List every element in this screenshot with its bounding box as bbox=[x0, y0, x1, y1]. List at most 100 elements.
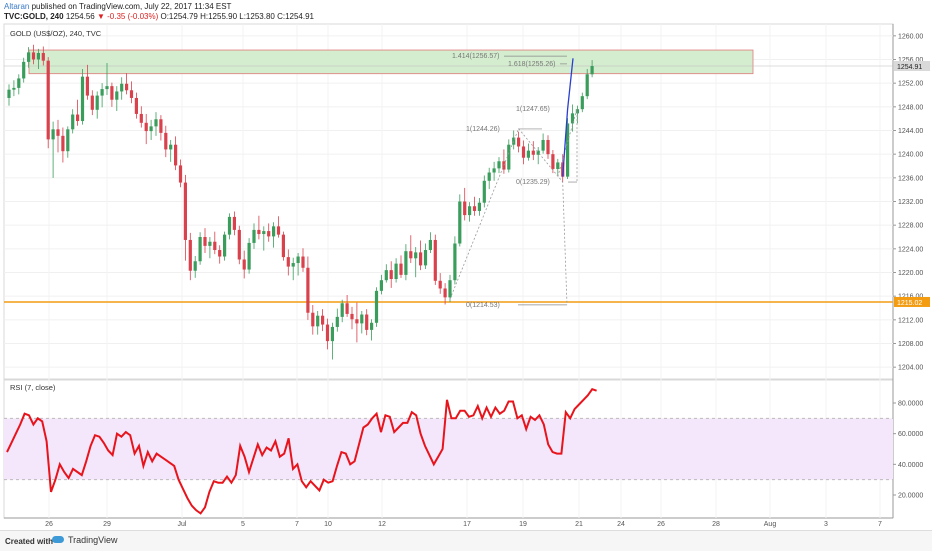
tradingview-brand[interactable]: TradingView bbox=[68, 535, 118, 545]
candle-body bbox=[61, 135, 65, 152]
price-chart[interactable]: 1204.001208.001212.001216.001220.001224.… bbox=[0, 0, 932, 530]
candle-body bbox=[453, 243, 457, 281]
time-tick-label: Aug bbox=[764, 521, 777, 528]
candle-body bbox=[272, 226, 276, 237]
author-link[interactable]: Altaran bbox=[4, 2, 30, 11]
candle-body bbox=[281, 234, 285, 258]
candle-body bbox=[536, 150, 540, 155]
candle-body bbox=[46, 60, 50, 140]
candle-body bbox=[12, 87, 16, 90]
price-tick-label: 1256.00 bbox=[898, 57, 923, 64]
candle-body bbox=[566, 123, 570, 177]
candle-body bbox=[252, 229, 256, 243]
candle-body bbox=[487, 172, 491, 181]
candle-body bbox=[213, 241, 217, 251]
candle-body bbox=[350, 313, 354, 320]
time-tick-label: 7 bbox=[878, 521, 882, 528]
candle-body bbox=[526, 150, 530, 158]
candle-body bbox=[232, 216, 236, 230]
candle-body bbox=[580, 96, 584, 110]
rsi-tick-label: 20.0000 bbox=[898, 493, 923, 500]
candle-body bbox=[316, 315, 320, 327]
time-tick-label: 24 bbox=[617, 521, 625, 528]
candle-body bbox=[125, 83, 129, 91]
rsi-line bbox=[6, 388, 597, 515]
support-level-label-bg bbox=[894, 296, 930, 307]
candle-body bbox=[551, 154, 555, 169]
time-tick-label: 12 bbox=[378, 521, 386, 528]
candle-body bbox=[115, 91, 119, 100]
candle-body bbox=[41, 52, 45, 61]
price-tick-label: 1204.00 bbox=[898, 365, 923, 372]
candle-body bbox=[7, 89, 11, 98]
candle-body bbox=[27, 52, 31, 62]
candle-body bbox=[463, 201, 467, 216]
candle-body bbox=[306, 267, 310, 313]
last-price-label-bg bbox=[894, 61, 930, 72]
candle-body bbox=[193, 261, 197, 271]
candle-body bbox=[472, 206, 477, 211]
fib-level-label: 1(1247.65) bbox=[516, 106, 550, 113]
candle-body bbox=[365, 314, 369, 330]
time-tick-label: 10 bbox=[324, 521, 332, 528]
time-tick-label: 26 bbox=[45, 521, 53, 528]
candle-body bbox=[512, 137, 516, 145]
price-tick-label: 1260.00 bbox=[898, 33, 923, 40]
candle-body bbox=[129, 90, 134, 98]
candle-body bbox=[105, 86, 109, 90]
price-tick-label: 1236.00 bbox=[898, 175, 923, 182]
fib-level-label: 1.414(1256.57) bbox=[452, 53, 499, 60]
candle-body bbox=[330, 326, 334, 342]
candle-body bbox=[76, 114, 80, 122]
time-tick-label: 5 bbox=[241, 521, 245, 528]
candle-body bbox=[497, 161, 501, 169]
candle-body bbox=[458, 201, 462, 244]
candle-body bbox=[164, 132, 168, 150]
candle-body bbox=[477, 202, 481, 211]
time-tick-label: 19 bbox=[519, 521, 527, 528]
candle-body bbox=[443, 288, 447, 298]
candle-body bbox=[276, 226, 281, 235]
resistance-zone bbox=[28, 49, 754, 75]
last-price-text: 1254.56 bbox=[65, 12, 95, 21]
candle-body bbox=[90, 95, 94, 110]
tradingview-logo-icon bbox=[52, 536, 64, 543]
price-pane-title: GOLD (US$/OZ), 240, TVC bbox=[10, 29, 102, 38]
footer-bar: Created with TradingView bbox=[0, 530, 932, 551]
candle-body bbox=[507, 144, 511, 170]
candle-body bbox=[585, 74, 589, 97]
candle-body bbox=[262, 231, 266, 235]
candle-body bbox=[183, 182, 187, 240]
candle-body bbox=[51, 129, 55, 140]
candle-body bbox=[159, 119, 163, 133]
published-text: published on TradingView.com, July 22, 2… bbox=[31, 2, 232, 11]
candle-body bbox=[428, 239, 432, 251]
price-tick-label: 1248.00 bbox=[898, 104, 923, 111]
candle-body bbox=[174, 144, 178, 166]
fib-level-label: 0(1214.53) bbox=[466, 302, 500, 309]
candle-body bbox=[100, 89, 104, 96]
candle-body bbox=[335, 316, 339, 327]
price-tick-label: 1224.00 bbox=[898, 246, 923, 253]
candle-body bbox=[570, 113, 575, 124]
candle-body bbox=[218, 250, 222, 257]
candle-body bbox=[31, 52, 36, 60]
rsi-tick-label: 80.0000 bbox=[898, 401, 923, 408]
projection-line bbox=[518, 128, 568, 306]
candle-body bbox=[56, 129, 60, 136]
candle-body bbox=[360, 314, 364, 324]
candle-body bbox=[404, 251, 408, 275]
candle-body bbox=[208, 241, 212, 246]
candle-body bbox=[517, 137, 521, 147]
rsi-band bbox=[4, 418, 893, 480]
candle-body bbox=[80, 76, 85, 122]
fib-level-label: 1(1244.26) bbox=[466, 126, 500, 133]
candle-body bbox=[22, 61, 26, 79]
candle-body bbox=[169, 144, 173, 150]
candle-body bbox=[590, 66, 594, 75]
candle-body bbox=[433, 239, 437, 281]
candle-body bbox=[379, 280, 383, 291]
price-tick-label: 1232.00 bbox=[898, 199, 923, 206]
candle-body bbox=[531, 150, 535, 155]
candle-body bbox=[340, 303, 344, 317]
